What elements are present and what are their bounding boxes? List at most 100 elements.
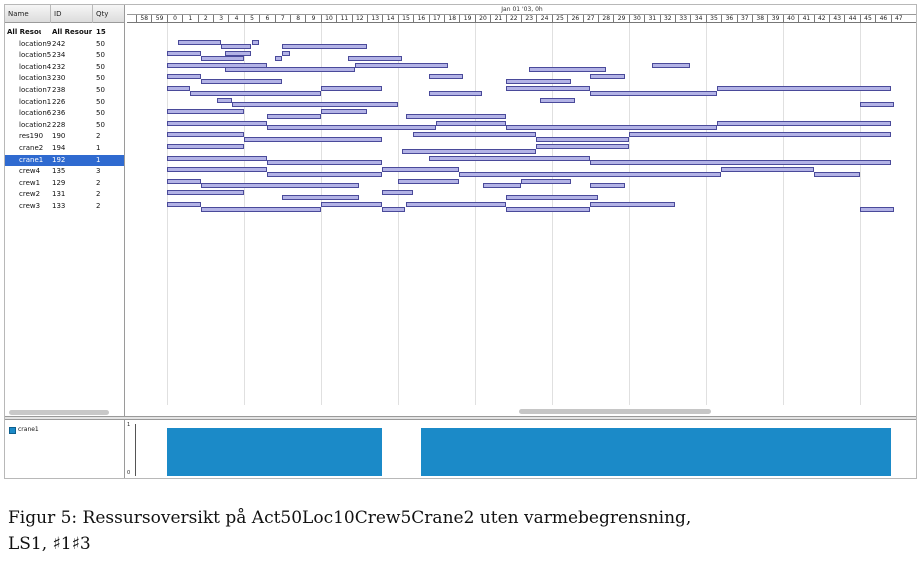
activity-bar[interactable] [536,144,629,149]
split-pane-divider[interactable] [5,416,916,420]
table-row[interactable]: crane2 194 1 [5,143,124,155]
activity-bar[interactable] [382,206,406,212]
column-header-qty[interactable]: Qty [93,5,124,23]
activity-bar[interactable] [166,202,202,207]
table-row[interactable]: crew3 133 2 [5,201,124,213]
table-row[interactable]: location5 234 50 [5,50,124,62]
table-row[interactable]: location4 232 50 [5,62,124,74]
activity-bar[interactable] [459,171,722,177]
activity-bar[interactable] [721,167,814,173]
activity-bar[interactable] [232,102,398,108]
activity-bar[interactable] [224,51,252,57]
cell-id: 135 [52,167,66,176]
activity-bar[interactable] [528,67,606,73]
table-horizontal-scrollbar[interactable] [9,410,109,415]
activity-bar[interactable] [166,120,267,126]
activity-bar[interactable] [166,144,244,149]
table-row[interactable]: location6 236 50 [5,108,124,120]
table-row[interactable]: crane1 192 1 [5,154,124,167]
cell-id: 226 [52,97,66,106]
activity-bar[interactable] [243,136,383,142]
activity-bar[interactable] [282,44,367,50]
activity-bar[interactable] [201,206,321,212]
activity-bar[interactable] [166,190,244,196]
table-row[interactable]: All Resou... All Resour... 15 [5,27,124,39]
activity-bar[interactable] [428,155,591,161]
activity-bar[interactable] [274,55,283,61]
activity-bar[interactable] [282,51,290,57]
table-row[interactable]: location9 242 50 [5,39,124,51]
activity-bar[interactable] [540,97,575,103]
activity-bar[interactable] [320,202,383,207]
activity-bar[interactable] [401,148,537,154]
activity-bar[interactable] [266,171,383,177]
activity-bar[interactable] [397,178,460,184]
activity-bar[interactable] [220,44,252,50]
activity-bar[interactable] [482,183,521,189]
activity-bar[interactable] [521,178,572,184]
activity-bar[interactable] [505,78,572,84]
activity-bar[interactable] [166,109,244,115]
activity-bar[interactable] [590,160,891,166]
activity-bar[interactable] [590,183,625,189]
activity-bar[interactable] [505,206,591,212]
activity-bar[interactable] [536,136,629,142]
table-row[interactable]: location7 238 50 [5,85,124,97]
activity-bar[interactable] [266,125,437,131]
activity-bar[interactable] [166,62,267,68]
activity-bar[interactable] [166,74,202,80]
table-row[interactable]: res190 190 2 [5,131,124,143]
activity-bar[interactable] [382,190,414,196]
activity-bar[interactable] [166,86,190,91]
activity-bar[interactable] [189,90,321,96]
activity-bar[interactable] [201,55,244,61]
activity-bar[interactable] [428,90,483,96]
activity-bar[interactable] [216,97,233,103]
activity-bar[interactable] [505,194,598,200]
activity-bar[interactable] [347,55,402,61]
activity-bar[interactable] [382,167,460,173]
activity-bar[interactable] [251,39,260,45]
activity-bar[interactable] [201,183,360,189]
gantt-horizontal-scrollbar[interactable] [519,409,711,414]
activity-bar[interactable] [320,109,367,115]
column-header-id[interactable]: ID [51,5,93,23]
activity-bar[interactable] [717,120,891,126]
activity-bar[interactable] [436,120,506,126]
activity-bar[interactable] [590,90,718,96]
table-row[interactable]: location1 226 50 [5,97,124,109]
activity-bar[interactable] [224,67,356,73]
activity-bar[interactable] [651,62,691,68]
activity-bar[interactable] [428,74,464,80]
activity-bar[interactable] [717,86,891,91]
table-row[interactable]: location2 228 50 [5,120,124,132]
table-row[interactable]: location3 230 50 [5,73,124,85]
activity-bar[interactable] [413,132,537,138]
activity-bar[interactable] [166,178,202,184]
activity-bar[interactable] [505,86,591,91]
activity-bar[interactable] [266,113,321,119]
column-header-name[interactable]: Name [5,5,51,23]
activity-bar[interactable] [166,132,244,138]
activity-bar[interactable] [813,171,860,177]
activity-bar[interactable] [266,160,383,166]
activity-bar[interactable] [628,132,891,138]
activity-bar[interactable] [166,155,267,161]
activity-bar[interactable] [505,125,718,131]
table-row[interactable]: crew4 135 3 [5,166,124,178]
activity-bar[interactable] [405,202,506,207]
activity-bar[interactable] [166,167,267,173]
activity-bar[interactable] [320,86,383,91]
activity-bar[interactable] [405,113,506,119]
table-row[interactable]: crew2 131 2 [5,189,124,201]
activity-bar[interactable] [201,78,283,84]
table-row[interactable]: crew1 129 2 [5,178,124,190]
activity-bar[interactable] [166,51,202,57]
activity-bar[interactable] [282,194,360,200]
activity-bar[interactable] [859,102,895,108]
activity-bar[interactable] [590,74,625,80]
activity-bar[interactable] [859,206,895,212]
activity-bar[interactable] [355,62,448,68]
activity-bar[interactable] [178,39,221,45]
activity-bar[interactable] [590,202,675,207]
